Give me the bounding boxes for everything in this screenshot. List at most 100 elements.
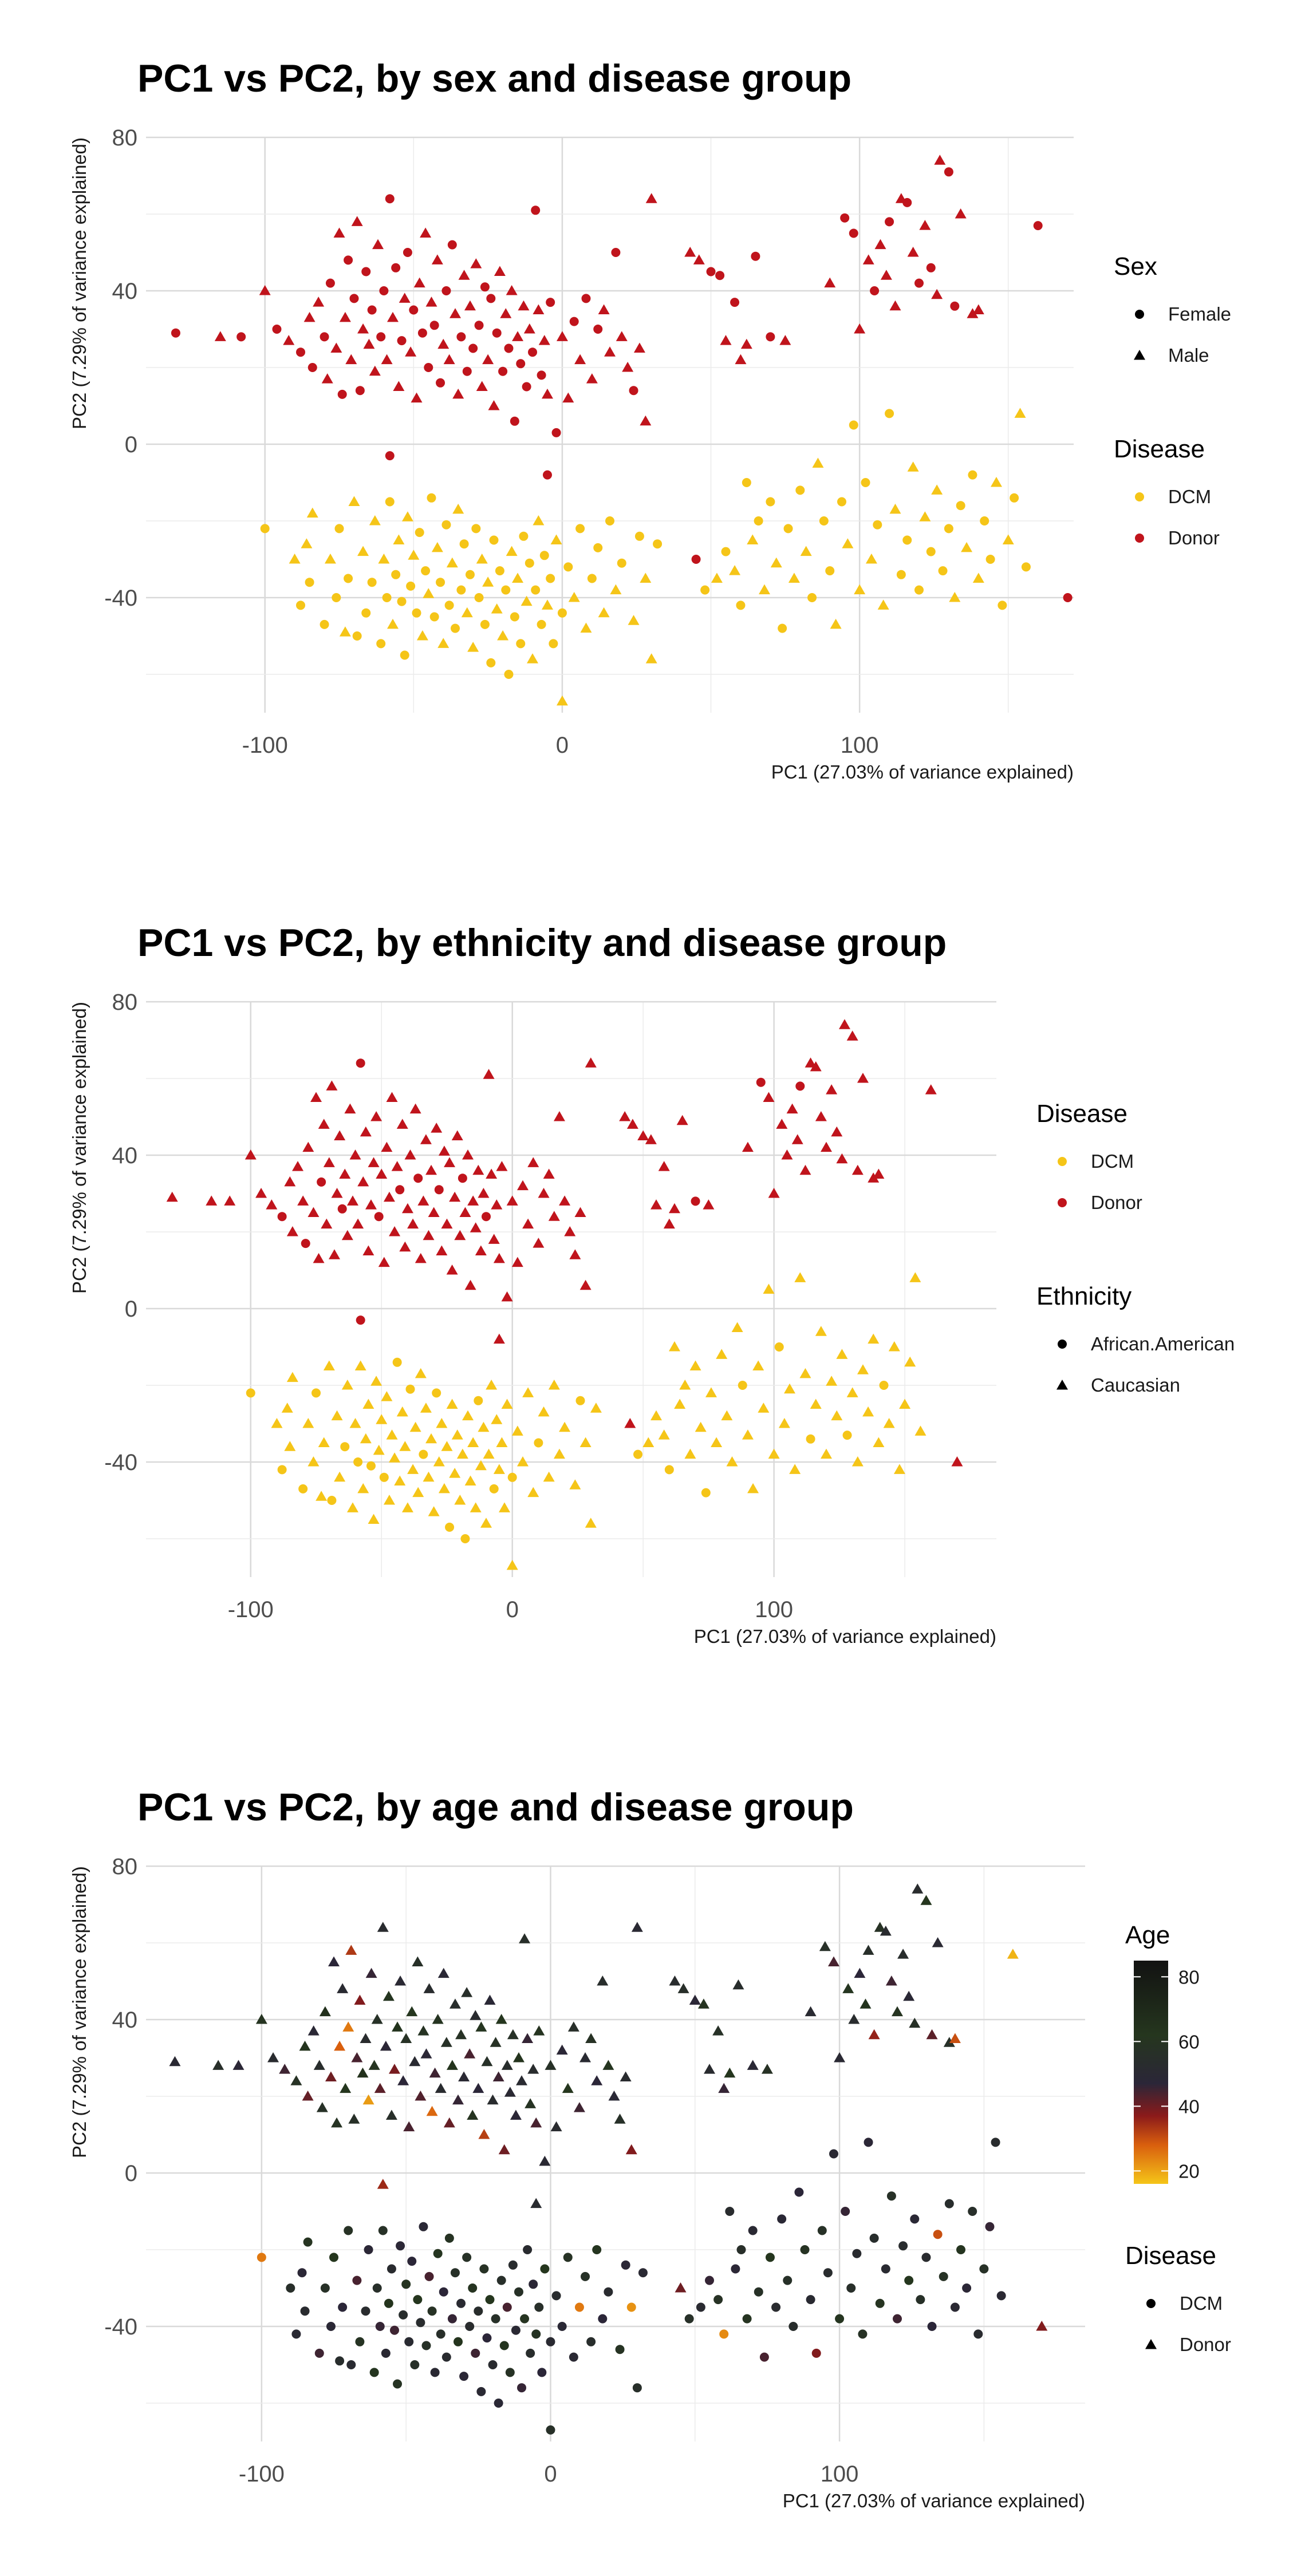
data-point — [272, 325, 282, 334]
y-axis-label: PC2 (7.29% of variance explained) — [69, 1866, 90, 2158]
data-point — [449, 1191, 461, 1202]
x-tick-label: -100 — [242, 733, 288, 758]
data-point — [806, 2295, 815, 2305]
data-point — [361, 608, 371, 618]
data-point — [821, 1141, 832, 1152]
data-point — [472, 2083, 484, 2093]
data-point — [893, 1464, 905, 1474]
data-point — [527, 1487, 539, 1498]
data-point — [512, 331, 524, 341]
legend-key — [1134, 350, 1145, 360]
data-point — [783, 2275, 793, 2285]
data-point — [664, 1465, 674, 1475]
data-point — [368, 1157, 380, 1167]
data-point — [474, 1396, 483, 1405]
data-point — [255, 1188, 267, 1198]
data-point — [725, 2207, 735, 2216]
data-point — [528, 347, 537, 357]
data-point — [742, 2314, 752, 2324]
data-point — [385, 451, 395, 461]
data-point — [424, 2271, 434, 2281]
data-point — [791, 1134, 803, 1144]
colorbar-tick-label: 40 — [1178, 2096, 1200, 2117]
data-point — [719, 2329, 729, 2339]
colorbar-tick-label: 20 — [1178, 2160, 1200, 2182]
data-point — [874, 239, 886, 250]
data-point — [346, 2360, 356, 2369]
data-point — [439, 2287, 448, 2297]
data-point — [562, 392, 574, 403]
data-point — [581, 294, 591, 303]
data-point — [206, 1195, 218, 1206]
data-point — [829, 2149, 838, 2159]
x-tick-label: 100 — [755, 1597, 793, 1622]
data-point — [364, 2245, 373, 2254]
data-point — [391, 1161, 403, 1171]
data-point — [320, 619, 329, 629]
data-point — [574, 2302, 584, 2312]
data-point — [854, 584, 866, 595]
data-point — [834, 2052, 846, 2063]
data-point — [470, 2010, 482, 2020]
data-point — [472, 1164, 484, 1175]
data-point — [337, 1204, 347, 1214]
data-point — [700, 585, 710, 595]
data-point — [428, 1207, 440, 1217]
data-point — [537, 619, 546, 629]
data-point — [307, 1456, 320, 1467]
data-point — [471, 524, 481, 534]
data-point — [883, 1418, 895, 1428]
data-point — [357, 1483, 369, 1494]
data-point — [523, 323, 535, 334]
data-point — [232, 2060, 245, 2070]
data-point — [492, 2071, 504, 2081]
data-point — [557, 2322, 567, 2331]
data-point — [842, 1431, 852, 1440]
data-point — [302, 1418, 314, 1428]
data-point — [379, 1472, 389, 1482]
data-point — [301, 538, 313, 548]
data-point — [321, 1218, 333, 1229]
data-point — [920, 1895, 932, 1905]
data-point — [591, 2075, 603, 2085]
data-point — [825, 566, 835, 576]
data-point — [302, 2091, 314, 2101]
data-point — [325, 278, 335, 288]
data-point — [373, 1444, 385, 1455]
data-point — [1014, 408, 1026, 418]
data-point — [586, 373, 598, 384]
data-point — [724, 2067, 736, 2078]
data-point — [697, 1998, 709, 2009]
data-point — [340, 1442, 350, 1452]
data-point — [419, 1449, 428, 1459]
data-point — [633, 1449, 643, 1459]
data-point — [339, 626, 351, 637]
data-point — [271, 1418, 283, 1428]
data-point — [318, 1119, 330, 1129]
data-point — [846, 2283, 856, 2293]
data-point — [385, 194, 395, 204]
data-point — [393, 381, 405, 391]
data-point — [559, 1421, 571, 1432]
data-point — [456, 332, 466, 342]
data-point — [319, 2006, 331, 2017]
data-point — [361, 2306, 370, 2316]
data-point — [579, 1279, 592, 1290]
data-point — [531, 585, 541, 595]
data-point — [668, 1203, 680, 1214]
data-point — [461, 1987, 473, 1997]
data-point — [385, 497, 395, 507]
data-point — [455, 2029, 467, 2040]
data-point — [337, 389, 347, 399]
data-point — [474, 2306, 483, 2316]
data-point — [889, 300, 901, 311]
data-point — [730, 298, 740, 307]
data-point — [267, 2052, 279, 2063]
data-point — [926, 547, 936, 556]
data-point — [712, 2025, 724, 2036]
data-point — [452, 503, 464, 514]
data-point — [346, 1195, 358, 1206]
data-point — [805, 1057, 817, 1068]
data-point — [420, 2048, 432, 2059]
data-point — [351, 216, 363, 226]
